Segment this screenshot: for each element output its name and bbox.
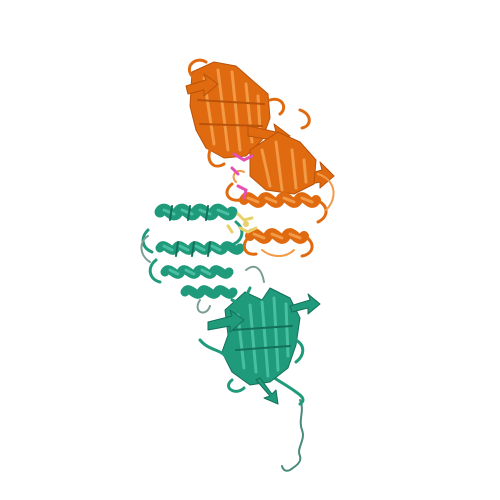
- orange-helix-highlights: [246, 196, 314, 240]
- orange-sheet-shade: [197, 99, 265, 127]
- orange-sheet-right: [249, 131, 317, 195]
- teal-lower-coil: [268, 373, 305, 406]
- teal-helix-3: [180, 285, 238, 299]
- teal-grey-loops: [140, 235, 265, 314]
- teal-chain: [140, 203, 321, 472]
- yellow-ligand: [226, 212, 258, 234]
- teal-helix-domain: [154, 203, 245, 299]
- teal-sheet-shade: [231, 325, 293, 351]
- teal-loops-lower: [198, 338, 305, 393]
- magenta-ligand: [230, 152, 254, 200]
- ligands: [226, 152, 258, 234]
- teal-sheet-strands: [236, 296, 290, 378]
- orange-light-loops: [232, 170, 335, 257]
- teal-helix-highlights: [162, 208, 230, 276]
- orange-right-strands: [260, 140, 308, 192]
- orange-sheet-strands: [202, 68, 262, 152]
- yellow-ligand-atom: [243, 221, 249, 227]
- teal-tail-coil: [281, 399, 304, 472]
- teal-helix-shadow: [169, 205, 211, 257]
- orange-chain: [185, 58, 335, 258]
- teal-arrow-strands: [207, 293, 321, 405]
